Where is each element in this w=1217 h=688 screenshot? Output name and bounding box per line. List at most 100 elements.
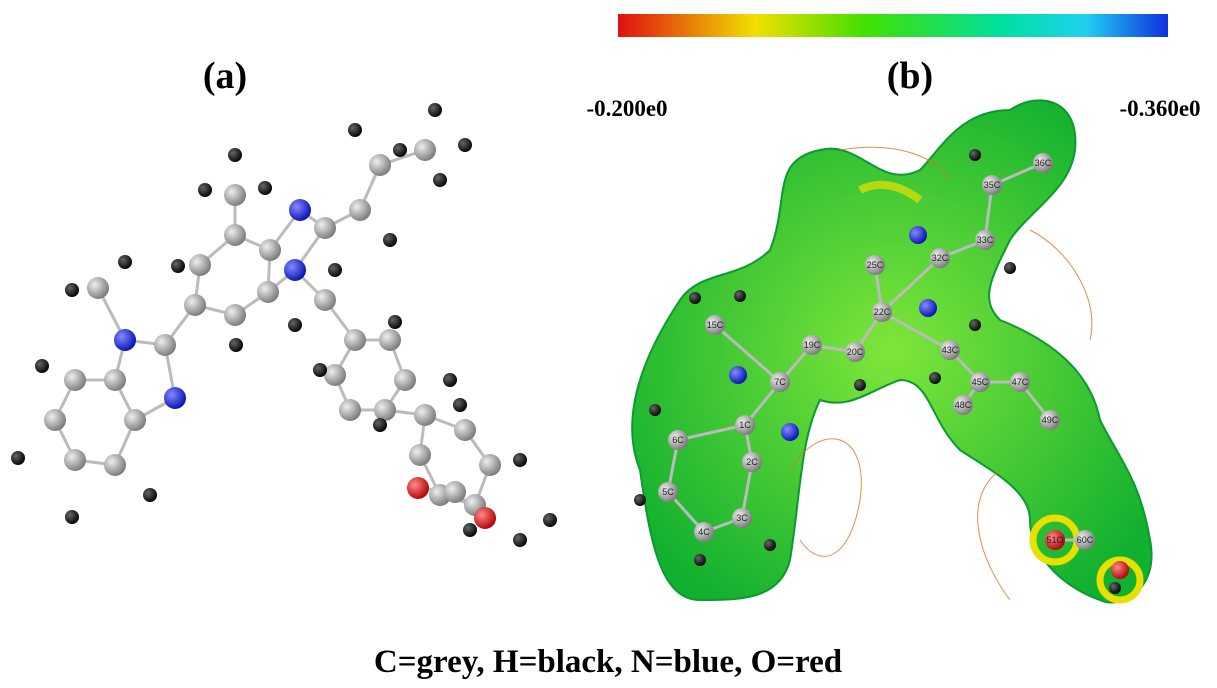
atom [374, 399, 396, 421]
panel-label: (a) [203, 55, 247, 97]
atom [339, 399, 361, 421]
atom [114, 329, 136, 351]
atom [104, 369, 126, 391]
atom [87, 277, 109, 299]
atom-label: 15C [707, 320, 724, 330]
figure: (a) (b) -0.200e0 -0.360e0 15C19C20C22C7C… [0, 0, 1217, 688]
atom [184, 294, 206, 316]
atom [198, 183, 212, 197]
atom-label: 47C [1012, 377, 1029, 387]
atom-label: 32C [932, 253, 949, 263]
atom [284, 259, 306, 281]
atom [164, 387, 186, 409]
atom-label: 20C [847, 347, 864, 357]
atom-label: 22C [874, 307, 891, 317]
atom [513, 533, 527, 547]
atom-label: 60C [1077, 535, 1094, 545]
atom [11, 451, 25, 465]
atom-label: 2C [746, 457, 758, 467]
atom-label: 48C [955, 400, 972, 410]
atom [428, 103, 442, 117]
atom [414, 139, 436, 161]
atom [104, 454, 126, 476]
atom [258, 181, 272, 195]
atom [407, 477, 429, 499]
panel-label: (b) [887, 55, 933, 97]
atom [224, 224, 246, 246]
atom [479, 454, 501, 476]
atom [228, 148, 242, 162]
atom-label: 19C [804, 340, 821, 350]
atom [348, 123, 362, 137]
atom [314, 289, 336, 311]
atom [64, 449, 86, 471]
atom [224, 184, 246, 206]
atom [369, 154, 391, 176]
atom [969, 149, 981, 161]
atom [65, 510, 79, 524]
atom [634, 494, 646, 506]
atom [154, 334, 176, 356]
atom [257, 281, 279, 303]
atom [229, 338, 243, 352]
atom [189, 254, 211, 276]
atom [433, 173, 447, 187]
atom [328, 263, 342, 277]
atom [379, 329, 401, 351]
atom [454, 419, 476, 441]
atom [44, 409, 66, 431]
atom [118, 255, 132, 269]
atom [463, 523, 477, 537]
atom [513, 453, 527, 467]
atom [259, 239, 281, 261]
atom [65, 283, 79, 297]
atom [171, 259, 185, 273]
atom [919, 299, 937, 317]
atom [224, 304, 246, 326]
atom [383, 233, 397, 247]
atom [143, 488, 157, 502]
atom-label: 3C [736, 513, 748, 523]
atom [694, 554, 706, 566]
color-scale [618, 14, 1168, 37]
atom [1111, 561, 1129, 579]
atom [409, 444, 431, 466]
atom [734, 290, 746, 302]
atom [124, 409, 146, 431]
atom [344, 329, 366, 351]
atom [414, 404, 436, 426]
atom-label: 51O [1046, 535, 1063, 545]
atom [349, 199, 371, 221]
caption: C=grey, H=black, N=blue, O=red [374, 644, 842, 680]
atom-label: 1C [739, 420, 751, 430]
atom [394, 369, 416, 391]
atom [929, 372, 941, 384]
atom-label: 33C [977, 235, 994, 245]
atom [1004, 262, 1016, 274]
atom-label: 45C [972, 377, 989, 387]
atom [729, 366, 747, 384]
atom [314, 217, 336, 239]
atom [443, 373, 457, 387]
atom-label: 4C [698, 527, 710, 537]
atom [444, 481, 466, 503]
atom [764, 539, 776, 551]
atom [474, 507, 496, 529]
atom [1109, 582, 1121, 594]
atom-label: 36C [1035, 158, 1052, 168]
atom [288, 318, 302, 332]
atom [854, 379, 866, 391]
atom-label: 6C [672, 435, 684, 445]
atom [781, 423, 799, 441]
atom [453, 398, 467, 412]
atom [909, 226, 927, 244]
atom [458, 138, 472, 152]
atom-label: 25C [867, 260, 884, 270]
atom [64, 369, 86, 391]
atom [393, 143, 407, 157]
scale-max: -0.360e0 [1119, 96, 1200, 121]
atom [313, 363, 327, 377]
atom [543, 513, 557, 527]
atom-label: 43C [942, 345, 959, 355]
atom-label: 5C [662, 487, 674, 497]
